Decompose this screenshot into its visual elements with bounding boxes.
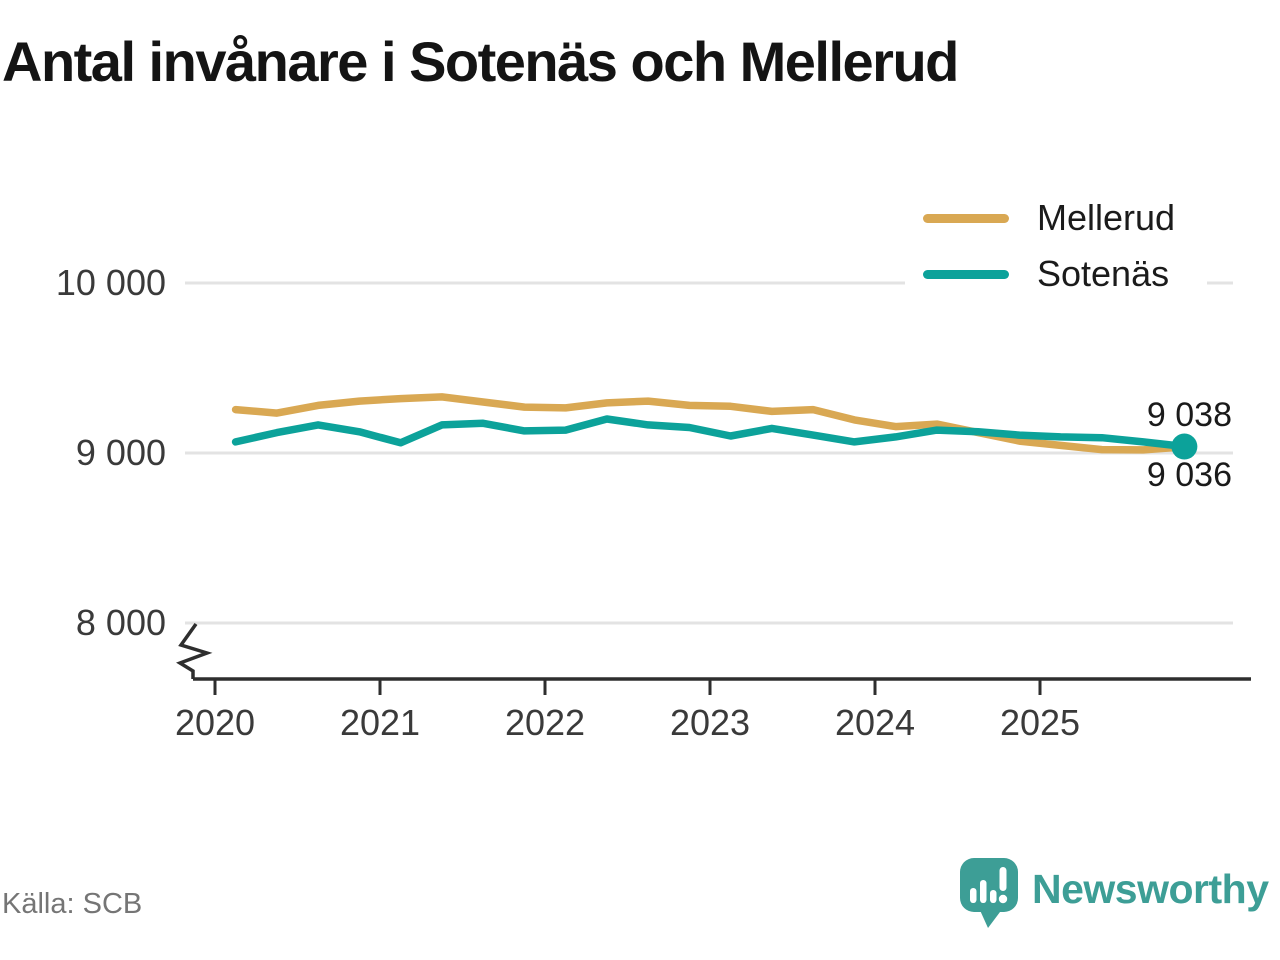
end-value-label-mellerud: 9 036 — [1146, 456, 1232, 494]
chart-title: Antal invånare i Sotenäs och Mellerud — [2, 30, 959, 93]
newsworthy-logo-icon — [960, 858, 1018, 928]
source-label: Källa: SCB — [2, 888, 143, 920]
x-axis-tick-label: 2022 — [504, 702, 586, 743]
newsworthy-brand-text: Newsworthy — [1032, 866, 1269, 912]
y-axis-tick-label: 10 000 — [55, 262, 166, 303]
x-axis-tick-label: 2025 — [999, 702, 1081, 743]
x-axis-tick-label: 2021 — [339, 702, 421, 743]
legend-label-mellerud: Mellerud — [1037, 197, 1176, 238]
newsworthy-logo: Newsworthy — [958, 856, 1269, 930]
legend-entry-sotenas: Sotenäs — [923, 252, 1207, 296]
y-axis-tick-label: 8 000 — [75, 602, 166, 643]
x-axis-tick-label: 2020 — [174, 702, 256, 743]
legend-label-sotenas: Sotenäs — [1037, 253, 1170, 294]
end-value-label-sotenas: 9 038 — [1146, 396, 1232, 434]
legend-swatch-sotenas-icon — [923, 269, 1009, 279]
chart-legend: Mellerud Sotenäs — [905, 188, 1207, 306]
x-axis-tick-label: 2023 — [669, 702, 751, 743]
y-axis-tick-label: 9 000 — [75, 432, 166, 473]
legend-entry-mellerud: Mellerud — [923, 196, 1207, 240]
legend-swatch-mellerud-icon — [923, 213, 1009, 223]
x-axis-tick-label: 2024 — [834, 702, 916, 743]
